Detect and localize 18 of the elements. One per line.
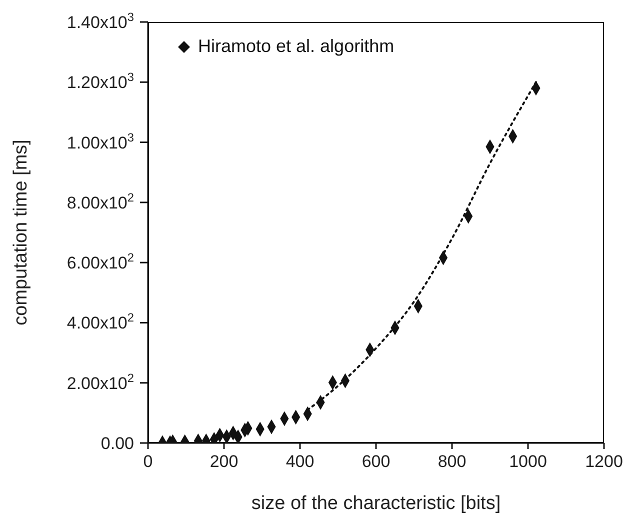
y-tick-label: 1.40x10$^{3}$: [66, 10, 134, 32]
y-tick-label: 1.00x10$^{3}$: [66, 130, 134, 152]
y-tick-label: 2.00x10$^{2}$: [66, 370, 134, 393]
y-axis-title: computation time [ms]: [10, 140, 32, 326]
x-tick-label: 200: [210, 452, 238, 471]
y-tick-label: 1.20x10$^{3}$: [66, 70, 134, 92]
x-axis-title: size of the characteristic [bits]: [251, 493, 501, 514]
x-tick-label: 1200: [585, 452, 623, 471]
x-tick-label: 800: [438, 452, 466, 471]
x-tick-label: 400: [286, 452, 314, 471]
y-tick-label: 6.00x10$^{2}$: [66, 250, 134, 273]
x-tick-label: 1000: [509, 452, 547, 471]
y-tick-label: 4.00x10$^{2}$: [66, 310, 134, 333]
legend-label: Hiramoto et al. algorithm: [198, 36, 394, 57]
x-tick-label: 600: [362, 452, 390, 471]
y-tick-label: 8.00x10$^{2}$: [66, 190, 134, 212]
y-tick-label: 0.00: [100, 434, 134, 453]
x-tick-label: 0: [143, 452, 153, 471]
